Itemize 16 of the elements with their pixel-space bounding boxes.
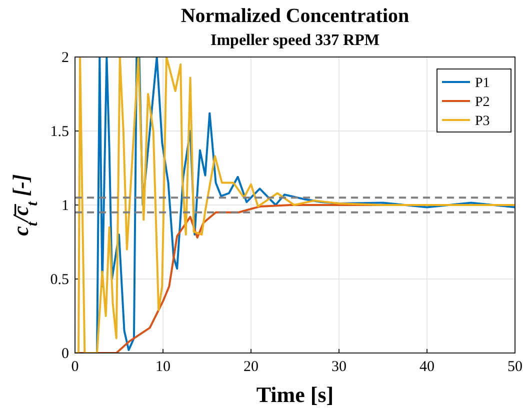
y-tick-label: 2 xyxy=(62,50,69,66)
legend-label: P3 xyxy=(475,114,490,129)
legend-label: P2 xyxy=(475,95,490,110)
y-tick-label: 0 xyxy=(62,346,69,362)
x-tick-label: 10 xyxy=(156,359,170,375)
chart-subtitle: Impeller speed 337 RPM xyxy=(210,32,380,49)
x-tick-label: 20 xyxy=(244,359,258,375)
y-tick-label: 1 xyxy=(62,198,69,214)
chart-title: Normalized Concentration xyxy=(180,5,410,27)
x-axis-title: Time [s] xyxy=(256,382,334,407)
legend-label: P1 xyxy=(475,76,490,91)
x-tick-label: 40 xyxy=(420,359,434,375)
y-tick-label: 1.5 xyxy=(50,124,69,140)
x-tick-label: 30 xyxy=(332,359,346,375)
x-tick-label: 50 xyxy=(508,359,522,375)
y-tick-label: 0.5 xyxy=(50,272,69,288)
